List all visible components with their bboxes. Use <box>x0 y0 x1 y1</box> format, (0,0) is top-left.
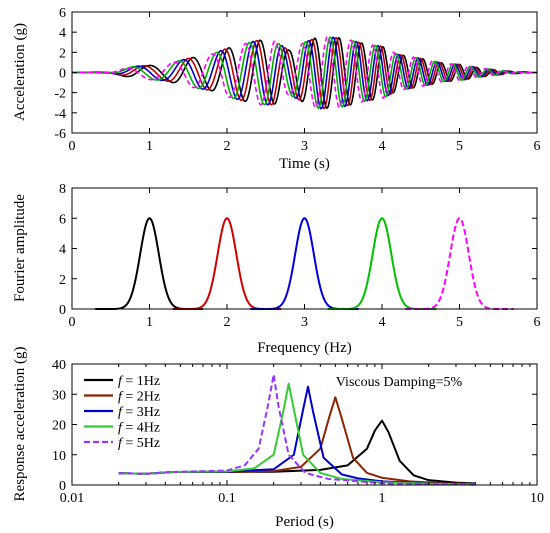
x-tick-label: 4 <box>379 315 386 330</box>
panel-fourier: 0 1 2 3 4 5 6 0 2 4 6 8 Frequency (Hz) Fourier ampl… <box>12 182 541 356</box>
time-series-line-3 <box>72 36 537 110</box>
time-ylabel: Acceleration (g) <box>12 23 28 121</box>
response-ticks: 0.01 0.1 1 10 0 10 20 30 40 <box>52 358 544 506</box>
time-ticks: 0 1 2 3 4 5 6 -6 -4 -2 0 2 4 6 <box>54 6 540 154</box>
fourier-peak-5hz <box>405 217 514 310</box>
time-series-line-4 <box>72 36 537 110</box>
x-tick-label: 1 <box>146 315 153 330</box>
x-tick-label: 0.1 <box>218 491 236 506</box>
fourier-series-group <box>95 217 514 310</box>
legend-label-var: f <box>118 405 124 420</box>
y-tick-label: 6 <box>59 6 66 21</box>
y-tick-label: 6 <box>59 212 66 227</box>
y-tick-label: 0 <box>59 303 66 318</box>
x-tick-label: 3 <box>301 139 308 154</box>
y-tick-label: -4 <box>54 107 66 122</box>
legend-label-3hz: f = 3Hz <box>118 405 160 420</box>
legend-label-rest: = 5Hz <box>122 436 160 451</box>
legend-label-4hz: f = 4Hz <box>118 421 160 436</box>
legend-label-2hz: f = 2Hz <box>118 390 160 405</box>
fourier-peak-1hz <box>95 217 203 310</box>
panel-response: 0.01 0.1 1 10 0 10 20 30 40 Period (s) Response … <box>12 347 544 530</box>
panel-time: 0 1 2 3 4 5 6 -6 -4 -2 0 2 4 6 Time (s) Acceleration … <box>12 6 541 172</box>
response-xlabel: Period (s) <box>275 514 334 530</box>
legend-label-rest: = 3Hz <box>122 405 160 420</box>
y-tick-label: 2 <box>59 273 66 288</box>
time-series-line-1 <box>72 36 537 110</box>
y-tick-label: 10 <box>52 449 66 464</box>
x-tick-label: 3 <box>301 315 308 330</box>
x-tick-label: 5 <box>456 315 463 330</box>
legend-label-var: f <box>118 421 124 436</box>
x-tick-label: 5 <box>456 139 463 154</box>
y-tick-label: 4 <box>59 26 66 41</box>
response-curve-1hz <box>118 419 476 485</box>
fourier-ticks: 0 1 2 3 4 5 6 0 2 4 6 8 <box>59 182 541 330</box>
y-tick-label: 8 <box>59 182 66 197</box>
y-tick-label: -2 <box>54 87 66 102</box>
x-tick-label: 0.01 <box>60 491 85 506</box>
response-curve-3hz <box>118 385 476 486</box>
y-tick-label: -6 <box>54 127 66 142</box>
legend-label-rest: = 4Hz <box>122 421 160 436</box>
legend-label-1hz: f = 1Hz <box>118 374 160 389</box>
legend-label-rest: = 2Hz <box>122 390 160 405</box>
y-tick-label: 0 <box>59 67 66 82</box>
legend-label-rest: = 1Hz <box>122 374 160 389</box>
y-tick-label: 4 <box>59 243 66 258</box>
response-curve-4hz <box>118 382 476 486</box>
x-tick-label: 0 <box>69 139 76 154</box>
x-tick-label: 1 <box>379 491 386 506</box>
response-series-group <box>118 373 476 486</box>
y-tick-label: 0 <box>59 479 66 494</box>
y-tick-label: 30 <box>52 388 66 403</box>
x-tick-label: 4 <box>379 139 386 154</box>
response-curve-5hz <box>118 373 476 486</box>
x-tick-label: 2 <box>224 139 231 154</box>
x-tick-label: 0 <box>69 315 76 330</box>
x-tick-label: 10 <box>530 491 544 506</box>
legend-label-var: f <box>118 374 124 389</box>
fourier-ylabel: Fourier amplitude <box>12 194 28 302</box>
y-tick-label: 2 <box>59 46 66 61</box>
time-xlabel: Time (s) <box>279 156 330 172</box>
fourier-xlabel: Frequency (Hz) <box>257 340 352 356</box>
x-tick-label: 6 <box>534 315 541 330</box>
damping-annotation: Viscous Damping=5% <box>336 375 463 390</box>
fourier-peak-4hz <box>327 217 437 310</box>
x-tick-label: 1 <box>146 139 153 154</box>
time-series-group <box>72 36 537 110</box>
x-tick-label: 6 <box>534 139 541 154</box>
y-tick-label: 40 <box>52 358 66 373</box>
x-tick-label: 2 <box>224 315 231 330</box>
legend-label-5hz: f = 5Hz <box>118 436 160 451</box>
y-tick-label: 20 <box>52 419 66 434</box>
time-series-line-2 <box>72 36 537 110</box>
fourier-peak-2hz <box>172 217 282 310</box>
response-ylabel: Response acceleration (g) <box>12 347 28 502</box>
time-series-line-5 <box>72 36 537 109</box>
legend-label-var: f <box>118 390 124 405</box>
legend-label-var: f <box>118 436 124 451</box>
fourier-peak-3hz <box>250 217 359 310</box>
